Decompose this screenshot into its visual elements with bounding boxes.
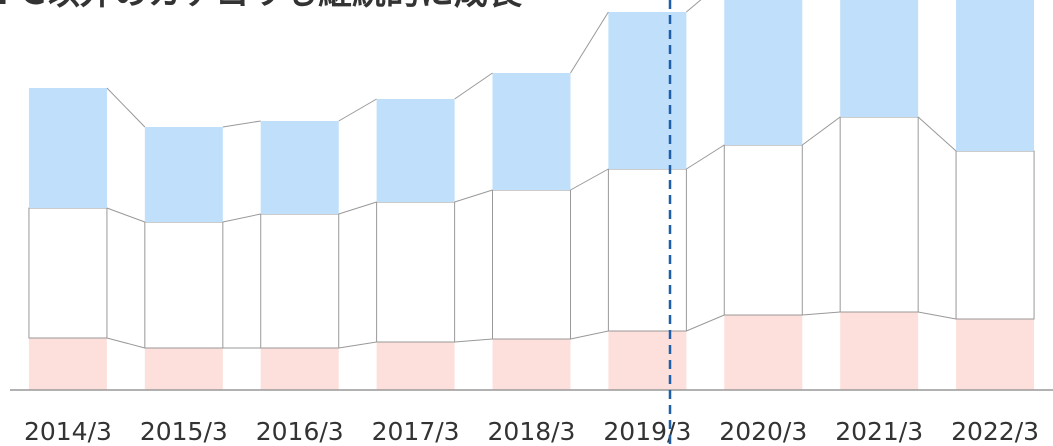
bar-segment	[608, 331, 687, 390]
bar-segment	[955, 150, 1035, 320]
connector	[454, 338, 493, 343]
bar-segment	[144, 221, 224, 349]
chart-title: PC以外のカテゴリも継続的に成長	[0, 0, 523, 13]
connector	[918, 311, 957, 320]
bar-segment	[376, 201, 456, 343]
connector	[338, 341, 377, 349]
bar-segment	[840, 0, 919, 117]
bar-segment	[724, 0, 803, 145]
x-tick-label: 2018/3	[488, 417, 576, 446]
bar-segment	[376, 342, 455, 390]
bar-segment	[144, 127, 223, 222]
bar-segment	[839, 116, 919, 313]
x-tick-label: 2020/3	[719, 417, 807, 446]
x-tick-label: 2015/3	[140, 417, 228, 446]
bar-segment	[28, 88, 107, 208]
x-tick-label: 2022/3	[951, 417, 1039, 446]
bar-segment	[492, 339, 571, 390]
bar-segment	[28, 207, 108, 339]
bar-segment	[28, 338, 107, 390]
connector	[686, 144, 725, 170]
connector	[686, 314, 725, 332]
connector	[570, 168, 609, 191]
bar-segment	[608, 12, 687, 169]
connector	[802, 311, 841, 316]
x-tick-label: 2021/3	[835, 417, 923, 446]
connector	[686, 0, 702, 13]
bar-segment	[492, 73, 571, 190]
connector	[106, 87, 146, 128]
bar-segment	[260, 213, 340, 349]
bar-segment	[260, 121, 339, 214]
bar-segment	[492, 189, 571, 340]
connector	[106, 207, 146, 223]
x-tick-label: 2014/3	[24, 417, 112, 446]
connector	[801, 116, 841, 146]
bar-segment	[724, 315, 803, 390]
x-tick-label: 2019/3	[603, 417, 691, 446]
connector	[454, 189, 493, 203]
bar-segment	[723, 144, 803, 316]
bar-segment	[840, 312, 919, 390]
x-tick-label: 2017/3	[372, 417, 460, 446]
connector	[454, 72, 493, 100]
bar-segment	[607, 168, 687, 332]
bar-segment	[144, 348, 223, 390]
bar-segment	[956, 319, 1035, 390]
connector	[338, 201, 377, 215]
connector	[222, 213, 261, 223]
connector	[338, 98, 377, 122]
connector	[570, 330, 609, 340]
connector	[917, 116, 957, 152]
bar-segment	[956, 0, 1035, 151]
connector	[106, 337, 145, 349]
connector	[570, 11, 609, 74]
connector	[222, 120, 261, 128]
bar-segment	[376, 99, 455, 202]
bar-segment	[260, 348, 339, 390]
x-tick-label: 2016/3	[256, 417, 344, 446]
